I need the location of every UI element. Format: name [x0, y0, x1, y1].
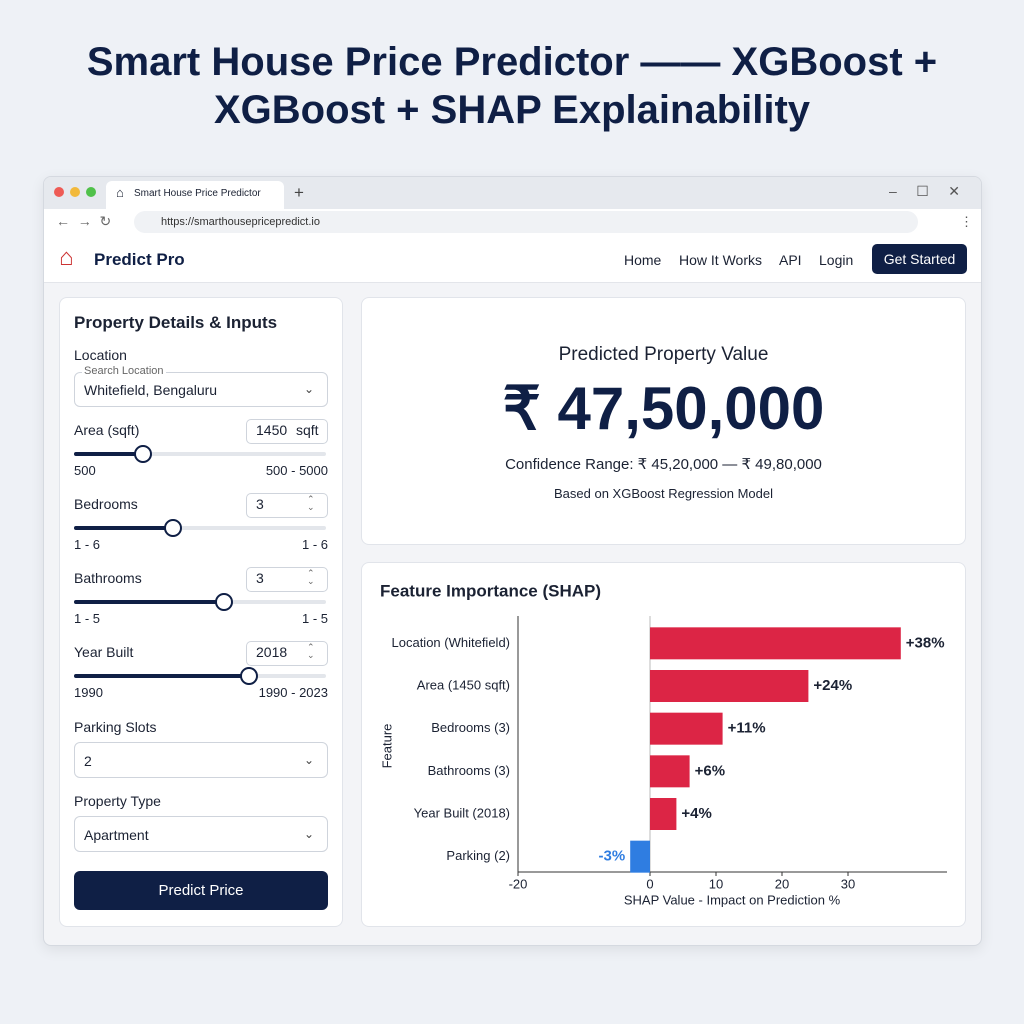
new-tab[interactable]: +: [294, 183, 304, 202]
slider-range: 1 - 6: [301, 537, 328, 552]
submit-button[interactable]: Predict Price: [74, 871, 328, 910]
value-label: +38%: [906, 634, 945, 651]
slider-fill: [74, 674, 248, 678]
field-label: Parking Slots: [74, 719, 157, 735]
spinner[interactable]: ⌃ ⌄: [307, 642, 315, 660]
number-input[interactable]: [246, 419, 328, 444]
slider-thumb[interactable]: [214, 593, 233, 611]
input-value: 2018: [256, 644, 288, 660]
field-value: Apartment: [84, 827, 149, 843]
model-note: Based on XGBoost Regression Model: [554, 486, 773, 501]
slider-range: 1990 - 2023: [258, 685, 328, 700]
bar: [630, 840, 650, 873]
page-title: Smart House Price Predictor —— XGBoost +: [86, 40, 938, 84]
slider-thumb[interactable]: [239, 667, 258, 685]
category-label: Year Built (2018): [414, 805, 510, 820]
page-title: XGBoost + SHAP Explainability: [213, 88, 811, 132]
category-label: Bathrooms (3): [428, 763, 510, 778]
value-label: -3%: [599, 848, 626, 865]
value-label: +6%: [695, 762, 725, 779]
nav-link[interactable]: Home: [624, 252, 662, 268]
spinner[interactable]: ⌃ ⌄: [307, 568, 315, 586]
slider-min: 500: [74, 463, 96, 478]
category-label: Area (1450 sqft): [417, 677, 510, 692]
spinner[interactable]: ⌃ ⌄: [307, 494, 315, 512]
slider-range: 500 - 5000: [265, 463, 328, 478]
parking-select[interactable]: [74, 742, 328, 778]
x-tick-label: -20: [509, 876, 528, 891]
bar: [650, 627, 901, 660]
y-axis-label: Feature: [379, 724, 394, 769]
nav-link[interactable]: API: [779, 252, 802, 268]
value-label: +24%: [813, 677, 852, 694]
input-value: 3: [256, 570, 264, 586]
url: https://smarthousepricepredict.io: [161, 216, 320, 228]
type-select[interactable]: [74, 816, 328, 852]
bar: [650, 755, 690, 788]
placeholder: Search Location: [82, 365, 166, 377]
bar: [650, 712, 723, 745]
x-axis-label: SHAP Value - Impact on Prediction %: [624, 892, 841, 907]
category-label: Location (Whitefield): [392, 635, 511, 650]
chart-card: Feature Importance (SHAP) Feature SHAP V…: [361, 562, 966, 927]
slider-thumb[interactable]: [164, 519, 183, 537]
result-label: Predicted Property Value: [558, 344, 769, 365]
brand[interactable]: Predict Pro: [94, 250, 185, 269]
number-input[interactable]: [246, 567, 328, 592]
category-label: Parking (2): [446, 848, 510, 863]
chart-title: Feature Importance (SHAP): [380, 581, 601, 600]
value-label: +11%: [728, 720, 766, 737]
field-value: 2: [84, 753, 92, 769]
navbar: [44, 236, 981, 283]
field-label: Property Type: [74, 793, 161, 809]
slider-track[interactable]: [74, 452, 326, 456]
form-heading: Property Details & Inputs: [74, 313, 278, 332]
slider-fill: [74, 526, 173, 530]
nav-link[interactable]: How It Works: [679, 252, 762, 268]
field-label: Year Built: [74, 644, 134, 660]
input-unit: sqft: [296, 422, 319, 438]
result-price: ₹ 47,50,000: [502, 375, 825, 442]
tab-title: Smart House Price Predictor: [134, 188, 261, 199]
bar: [650, 798, 677, 830]
cta-button[interactable]: Get Started: [872, 244, 967, 274]
value-label: +4%: [681, 805, 711, 822]
x-tick-label: 30: [841, 876, 855, 891]
slider-track[interactable]: [74, 526, 326, 530]
number-input[interactable]: [246, 641, 328, 666]
x-tick-label: 10: [709, 876, 723, 891]
slider-fill: [74, 452, 143, 456]
field-label: Bedrooms: [74, 496, 138, 512]
field-label: Bathrooms: [74, 570, 142, 586]
x-tick-label: 20: [775, 876, 789, 891]
category-label: Bedrooms (3): [431, 720, 510, 735]
chart: Feature Importance (SHAP) Feature SHAP V…: [379, 581, 947, 907]
field-label: Area (sqft): [74, 422, 140, 438]
slider-min: 1990: [74, 685, 103, 700]
location-select[interactable]: [74, 372, 328, 407]
result-card: Predicted Property Value ₹ 47,50,000 Con…: [361, 297, 966, 545]
confidence-range: Confidence Range: ₹ 45,20,000 — ₹ 49,80,…: [505, 456, 822, 473]
bar: [650, 670, 809, 702]
number-input[interactable]: [246, 493, 328, 518]
slider-range: 1 - 5: [301, 611, 328, 626]
x-tick-label: 0: [646, 876, 653, 891]
field-value: Whitefield, Bengaluru: [84, 382, 218, 398]
input-value: 3: [256, 496, 264, 512]
nav-link[interactable]: Login: [819, 252, 854, 268]
slider-fill: [74, 600, 223, 604]
slider-thumb[interactable]: [134, 445, 153, 463]
slider-min: 1 - 5: [74, 611, 101, 626]
tab[interactable]: [106, 181, 284, 209]
form-card: Property Details & Inputs Location Searc…: [59, 297, 343, 927]
url-bar[interactable]: [134, 211, 918, 233]
slider-min: 1 - 6: [74, 537, 101, 552]
field-label: Location: [74, 347, 127, 363]
input-value: 1450: [256, 422, 288, 438]
